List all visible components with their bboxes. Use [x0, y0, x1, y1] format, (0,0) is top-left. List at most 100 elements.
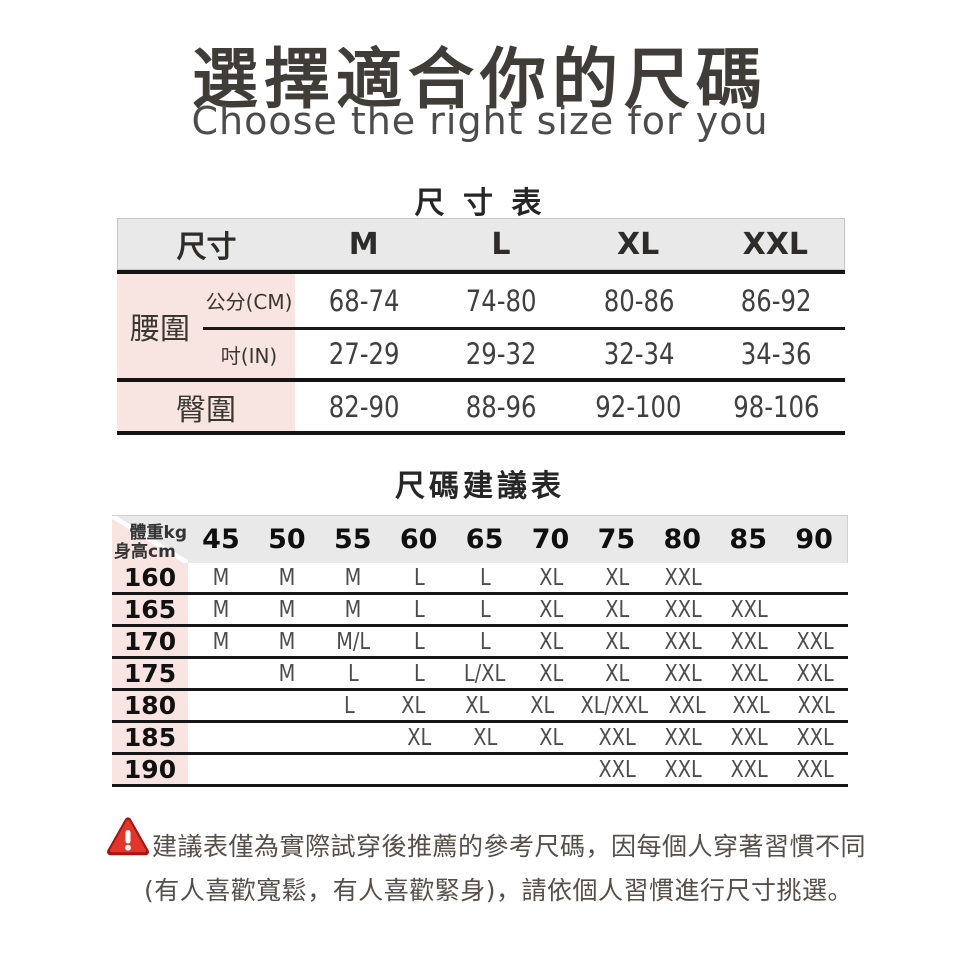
size-cell: M: [212, 564, 230, 591]
weight-header: 80: [663, 524, 702, 555]
recommend-table-header-row: 體重kg 身高cm 45 50 55 60 65 70 75 80 85 90: [112, 515, 848, 563]
size-cell: L: [413, 564, 425, 591]
page-subtitle: Choose the right size for you: [191, 99, 769, 143]
size-cell: XL: [472, 724, 497, 751]
size-cell: [252, 691, 316, 720]
size-table-header-l: L: [491, 226, 511, 262]
size-cell: XXL: [664, 756, 702, 783]
weight-header: 70: [531, 524, 570, 555]
size-table-header-m: M: [348, 226, 379, 262]
size-cell: XL: [604, 564, 629, 591]
corner-cell: 體重kg 身高cm: [112, 516, 188, 563]
divider: [203, 327, 845, 330]
weight-header: 60: [399, 524, 438, 555]
size-cell: XXL: [797, 692, 835, 719]
row-divider: [112, 688, 848, 691]
size-cell: XXL: [730, 660, 768, 687]
size-cell: XXL: [664, 660, 702, 687]
row-divider: [112, 720, 848, 723]
weight-header: 85: [729, 524, 767, 555]
hip-label: 臀圍: [176, 392, 236, 428]
divider: [117, 270, 845, 274]
size-cell: XL/XXL: [580, 692, 649, 719]
size-cell: [254, 755, 320, 784]
size-cell: [782, 595, 848, 624]
weight-header: 50: [268, 524, 306, 555]
height-label: 165: [112, 595, 188, 624]
size-cell: XXL: [730, 628, 768, 655]
size-table-title: 尺 寸 表: [414, 186, 546, 221]
table-cell: 82-90: [328, 389, 400, 424]
table-cell: 27-29: [328, 337, 400, 371]
size-table: 尺寸 M L XL XXL 腰圍 公分(CM) 吋(IN) 臀圍 68-74 7…: [117, 218, 845, 436]
hip-label-background: [117, 382, 295, 431]
table-cell: 86-92: [740, 283, 812, 318]
size-cell: XXL: [730, 724, 768, 751]
size-cell: L: [479, 596, 491, 623]
table-row: 180 L XL XL XL XL/XXL XXL XXL XXL: [112, 691, 848, 720]
size-table-header-row: 尺寸 M L XL XXL: [117, 218, 845, 270]
size-cell: XXL: [598, 756, 636, 783]
size-cell: XXL: [730, 596, 768, 623]
table-cell: 32-34: [603, 337, 675, 371]
table-row: 175 M L L L/XL XL XL XXL XXL XXL: [112, 659, 848, 688]
size-cell: [716, 563, 782, 592]
size-cell: L: [347, 660, 359, 687]
size-cell: XXL: [796, 628, 834, 655]
height-label: 160: [112, 563, 188, 592]
table-cell: 98-106: [733, 389, 820, 424]
table-cell: 29-32: [465, 337, 537, 371]
size-cell: XXL: [664, 564, 702, 591]
size-table-header-size: 尺寸: [176, 230, 237, 265]
size-cell: M: [344, 564, 362, 591]
size-cell: M: [212, 596, 230, 623]
size-cell: [452, 755, 518, 784]
size-cell: M: [278, 628, 296, 655]
recommend-table-body: 160 M M M L L XL XL XXL 165 M M M L L XL…: [112, 563, 848, 787]
table-row: 185 XL XL XL XXL XXL XXL XXL: [112, 723, 848, 752]
height-label: 175: [112, 659, 188, 688]
weight-axis-label: 體重kg: [129, 523, 187, 543]
size-cell: M: [212, 628, 230, 655]
table-cell: 92-100: [595, 389, 682, 424]
weight-header: 75: [597, 524, 636, 555]
size-cell: XXL: [730, 756, 768, 783]
cm-unit-label: 公分(CM): [205, 290, 293, 314]
table-cell: 34-36: [740, 337, 812, 371]
warning-triangle-icon: [107, 817, 149, 856]
notice-text-line2: (有人喜歡寬鬆，有人喜歡緊身)，請依個人習慣進行尺寸挑選。: [144, 876, 854, 905]
size-table-header-xl: XL: [617, 226, 660, 262]
height-label: 190: [112, 755, 188, 784]
size-cell: [188, 659, 254, 688]
size-cell: XXL: [732, 692, 771, 719]
size-cell: [518, 755, 584, 784]
size-cell: XXL: [796, 756, 834, 783]
size-cell: XL: [538, 564, 563, 591]
size-cell: XL: [538, 596, 563, 623]
weight-header: 90: [795, 524, 833, 555]
row-divider: [112, 624, 848, 627]
size-cell: L: [479, 564, 491, 591]
size-cell: XXL: [664, 596, 702, 623]
table-cell: 88-96: [465, 389, 537, 424]
row-divider: [112, 784, 848, 787]
size-cell: XXL: [668, 692, 706, 719]
height-label: 185: [112, 723, 188, 752]
table-row: 190 XXL XXL XXL XXL: [112, 755, 848, 784]
inch-unit-label: 吋(IN): [220, 343, 278, 368]
size-cell: M: [278, 564, 296, 591]
size-cell: XL: [530, 692, 555, 719]
size-cell: L: [413, 660, 425, 687]
size-cell: L/XL: [464, 660, 506, 687]
size-cell: XL: [604, 628, 629, 655]
size-cell: XXL: [664, 724, 702, 751]
size-cell: [320, 723, 386, 752]
size-cell: [188, 723, 254, 752]
height-label: 170: [112, 627, 188, 656]
size-cell: L: [343, 692, 355, 719]
size-cell: XXL: [796, 660, 834, 687]
weight-header: 65: [465, 524, 504, 555]
size-cell: M: [344, 596, 362, 623]
size-cell: XXL: [598, 724, 636, 751]
size-cell: XL: [465, 692, 490, 719]
